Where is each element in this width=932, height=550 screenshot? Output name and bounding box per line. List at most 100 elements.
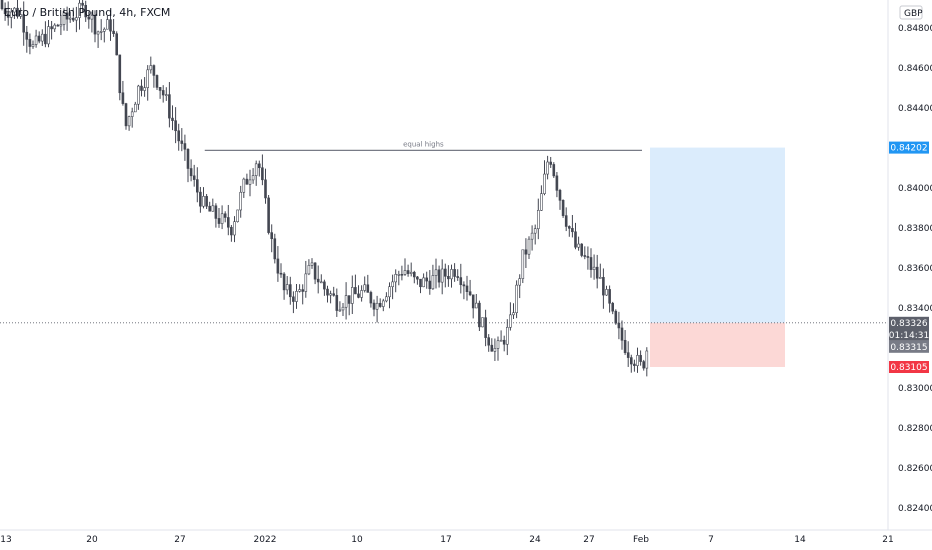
candle-body xyxy=(196,179,199,193)
candle-body xyxy=(298,289,301,292)
x-tick-label: 13 xyxy=(0,535,11,545)
candle-body xyxy=(381,300,385,307)
candle-body xyxy=(186,148,190,169)
candle-body xyxy=(431,275,435,290)
position-zones xyxy=(650,147,785,367)
candle-body xyxy=(248,179,252,185)
candle-body xyxy=(617,322,621,329)
candle-body xyxy=(338,309,342,312)
target-price-badge-price: 0.84202 xyxy=(890,144,927,154)
candle-body xyxy=(450,269,453,280)
candle-body xyxy=(509,314,512,328)
candle-body xyxy=(50,26,53,30)
candle-body xyxy=(608,289,611,304)
y-tick-label: 0.82600 xyxy=(898,464,932,474)
candle-body xyxy=(629,357,633,365)
candle-body xyxy=(639,355,642,362)
stop-zone xyxy=(650,322,785,367)
candle-body xyxy=(3,8,7,15)
candle-body xyxy=(199,191,202,207)
candle-body xyxy=(6,13,10,18)
candle-body xyxy=(496,340,500,349)
candle-body xyxy=(189,168,193,177)
candle-body xyxy=(223,213,227,218)
candle-body xyxy=(633,363,636,366)
y-tick-label: 0.84400 xyxy=(898,104,932,114)
candle-body xyxy=(478,302,481,328)
candle-body xyxy=(360,290,363,298)
candle-body xyxy=(555,175,559,191)
candle-body xyxy=(149,65,153,71)
candle-body xyxy=(536,210,540,230)
candle-body xyxy=(47,26,50,45)
candle-body xyxy=(31,44,35,47)
candle-body xyxy=(236,209,239,222)
candle-body xyxy=(220,213,224,224)
candle-body xyxy=(257,163,261,169)
candle-body xyxy=(347,295,351,304)
candle-body xyxy=(282,273,286,291)
candle-body xyxy=(326,288,329,296)
candle-body xyxy=(586,256,590,258)
candle-body xyxy=(524,249,528,255)
candle-body xyxy=(543,173,546,194)
candle-body xyxy=(502,339,506,345)
candle-body xyxy=(109,19,112,32)
candle-body xyxy=(295,291,298,302)
candle-body xyxy=(623,339,627,353)
candle-body xyxy=(409,271,413,274)
candle-body xyxy=(56,24,60,27)
symbol-title: Euro / British Pound, 4h, FXCM xyxy=(4,6,171,19)
candle-body xyxy=(400,274,404,276)
candle-body xyxy=(214,205,218,219)
price-labels: 0.84202 0.83326 01:14:31 0.83315 0.83105 xyxy=(889,141,929,373)
candle-body xyxy=(127,116,131,127)
y-tick-label: 0.82800 xyxy=(898,424,932,434)
candle-body xyxy=(146,69,149,88)
candle-body xyxy=(350,287,354,304)
candle-body xyxy=(103,28,106,32)
candle-body xyxy=(316,278,320,283)
candle-body xyxy=(422,277,425,288)
candle-body xyxy=(357,293,360,298)
candle-body xyxy=(279,272,283,275)
candle-body xyxy=(481,317,484,328)
candle-body xyxy=(152,65,156,76)
x-tick-label: 27 xyxy=(174,535,185,545)
candle-body xyxy=(642,361,646,369)
candle-body xyxy=(549,161,553,165)
candle-body xyxy=(335,295,339,311)
x-tick-label: 20 xyxy=(86,535,98,545)
candle-body xyxy=(552,164,556,177)
candle-body xyxy=(301,289,305,292)
candle-body xyxy=(493,348,497,352)
candle-body xyxy=(323,281,326,290)
x-tick-label: 10 xyxy=(351,535,363,545)
candle-body xyxy=(161,90,165,96)
candle-body xyxy=(68,17,72,20)
candle-body xyxy=(626,352,630,358)
candle-body xyxy=(372,302,376,310)
target-zone xyxy=(650,147,785,323)
candle-body xyxy=(174,120,177,132)
candle-body xyxy=(443,268,447,277)
y-tick-label: 0.84800 xyxy=(898,24,932,34)
candle-body xyxy=(183,143,187,150)
x-tick-label: Feb xyxy=(633,535,649,545)
currency-badge xyxy=(899,5,923,20)
candle-body xyxy=(574,231,577,248)
candle-body xyxy=(202,196,205,207)
candle-body xyxy=(313,262,317,280)
y-tick-label: 0.83800 xyxy=(898,224,932,234)
candle-body xyxy=(10,11,13,18)
candle-body xyxy=(34,35,38,45)
candle-body xyxy=(180,140,184,144)
candle-body xyxy=(134,103,137,113)
candle-body xyxy=(59,24,63,27)
candle-body xyxy=(329,293,332,296)
annotation-lines: equal highs xyxy=(0,140,888,324)
prev-price-badge: 0.83315 xyxy=(890,343,927,353)
candle-body xyxy=(177,130,180,142)
candle-body xyxy=(366,284,370,293)
